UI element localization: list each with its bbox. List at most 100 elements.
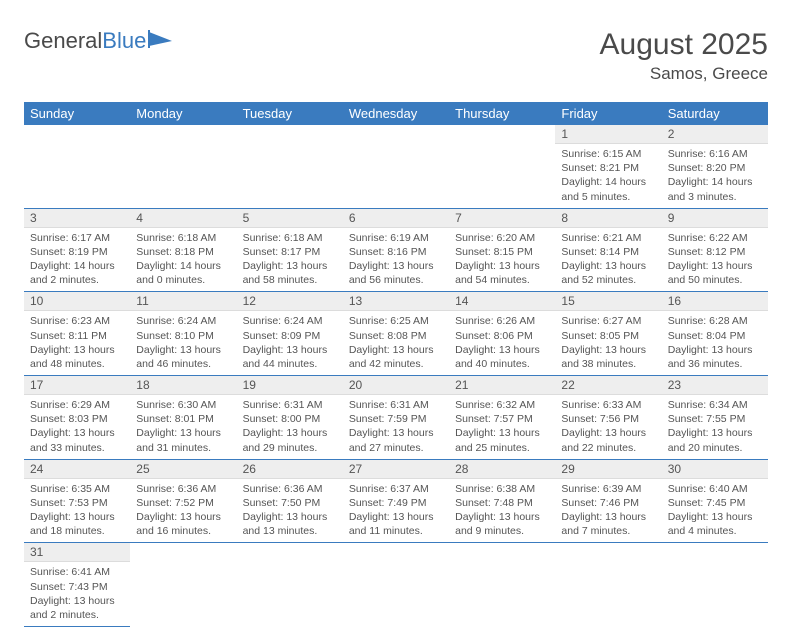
day-cell: 3Sunrise: 6:17 AMSunset: 8:19 PMDaylight… <box>24 209 130 293</box>
day-cell: 17Sunrise: 6:29 AMSunset: 8:03 PMDayligh… <box>24 376 130 460</box>
day-cell: 29Sunrise: 6:39 AMSunset: 7:46 PMDayligh… <box>555 460 661 544</box>
day-cell: 27Sunrise: 6:37 AMSunset: 7:49 PMDayligh… <box>343 460 449 544</box>
day-details: Sunrise: 6:19 AMSunset: 8:16 PMDaylight:… <box>343 228 449 292</box>
calendar-row: 24Sunrise: 6:35 AMSunset: 7:53 PMDayligh… <box>24 460 768 544</box>
day-number: 12 <box>237 292 343 311</box>
empty-day <box>343 125 449 209</box>
day-cell: 1Sunrise: 6:15 AMSunset: 8:21 PMDaylight… <box>555 125 661 209</box>
empty-day <box>449 125 555 209</box>
calendar-cell: 29Sunrise: 6:39 AMSunset: 7:46 PMDayligh… <box>555 460 661 544</box>
calendar-cell <box>237 543 343 627</box>
location: Samos, Greece <box>600 64 768 84</box>
day-details: Sunrise: 6:35 AMSunset: 7:53 PMDaylight:… <box>24 479 130 543</box>
day-cell: 4Sunrise: 6:18 AMSunset: 8:18 PMDaylight… <box>130 209 236 293</box>
day-number: 20 <box>343 376 449 395</box>
day-cell: 15Sunrise: 6:27 AMSunset: 8:05 PMDayligh… <box>555 292 661 376</box>
day-number: 24 <box>24 460 130 479</box>
day-number: 23 <box>662 376 768 395</box>
empty-day <box>130 543 236 627</box>
day-number: 28 <box>449 460 555 479</box>
day-details: Sunrise: 6:24 AMSunset: 8:10 PMDaylight:… <box>130 311 236 375</box>
empty-day <box>662 543 768 627</box>
day-cell: 16Sunrise: 6:28 AMSunset: 8:04 PMDayligh… <box>662 292 768 376</box>
calendar-cell: 22Sunrise: 6:33 AMSunset: 7:56 PMDayligh… <box>555 376 661 460</box>
calendar-cell: 25Sunrise: 6:36 AMSunset: 7:52 PMDayligh… <box>130 460 236 544</box>
day-cell: 19Sunrise: 6:31 AMSunset: 8:00 PMDayligh… <box>237 376 343 460</box>
day-details: Sunrise: 6:37 AMSunset: 7:49 PMDaylight:… <box>343 479 449 543</box>
day-details: Sunrise: 6:36 AMSunset: 7:52 PMDaylight:… <box>130 479 236 543</box>
empty-day <box>449 543 555 627</box>
calendar-cell <box>449 125 555 209</box>
weekday-header: Friday <box>555 102 661 125</box>
day-cell: 2Sunrise: 6:16 AMSunset: 8:20 PMDaylight… <box>662 125 768 209</box>
day-number: 9 <box>662 209 768 228</box>
day-number: 26 <box>237 460 343 479</box>
day-details: Sunrise: 6:18 AMSunset: 8:17 PMDaylight:… <box>237 228 343 292</box>
logo: GeneralBlue <box>24 28 174 54</box>
empty-day <box>343 543 449 627</box>
day-details: Sunrise: 6:22 AMSunset: 8:12 PMDaylight:… <box>662 228 768 292</box>
calendar-cell: 11Sunrise: 6:24 AMSunset: 8:10 PMDayligh… <box>130 292 236 376</box>
day-cell: 22Sunrise: 6:33 AMSunset: 7:56 PMDayligh… <box>555 376 661 460</box>
day-details: Sunrise: 6:15 AMSunset: 8:21 PMDaylight:… <box>555 144 661 208</box>
day-cell: 23Sunrise: 6:34 AMSunset: 7:55 PMDayligh… <box>662 376 768 460</box>
calendar-cell: 31Sunrise: 6:41 AMSunset: 7:43 PMDayligh… <box>24 543 130 627</box>
day-number: 8 <box>555 209 661 228</box>
calendar-cell: 14Sunrise: 6:26 AMSunset: 8:06 PMDayligh… <box>449 292 555 376</box>
calendar-cell <box>343 543 449 627</box>
day-cell: 14Sunrise: 6:26 AMSunset: 8:06 PMDayligh… <box>449 292 555 376</box>
calendar-cell: 1Sunrise: 6:15 AMSunset: 8:21 PMDaylight… <box>555 125 661 209</box>
day-number: 6 <box>343 209 449 228</box>
empty-day <box>237 125 343 209</box>
day-number: 3 <box>24 209 130 228</box>
calendar-cell: 9Sunrise: 6:22 AMSunset: 8:12 PMDaylight… <box>662 209 768 293</box>
day-cell: 13Sunrise: 6:25 AMSunset: 8:08 PMDayligh… <box>343 292 449 376</box>
day-details: Sunrise: 6:40 AMSunset: 7:45 PMDaylight:… <box>662 479 768 543</box>
empty-day <box>130 125 236 209</box>
calendar-cell <box>24 125 130 209</box>
day-details: Sunrise: 6:31 AMSunset: 7:59 PMDaylight:… <box>343 395 449 459</box>
day-details: Sunrise: 6:30 AMSunset: 8:01 PMDaylight:… <box>130 395 236 459</box>
calendar-cell <box>343 125 449 209</box>
calendar-cell <box>662 543 768 627</box>
calendar-cell: 8Sunrise: 6:21 AMSunset: 8:14 PMDaylight… <box>555 209 661 293</box>
day-details: Sunrise: 6:39 AMSunset: 7:46 PMDaylight:… <box>555 479 661 543</box>
logo-text-2: Blue <box>102 28 146 54</box>
day-details: Sunrise: 6:18 AMSunset: 8:18 PMDaylight:… <box>130 228 236 292</box>
day-details: Sunrise: 6:33 AMSunset: 7:56 PMDaylight:… <box>555 395 661 459</box>
weekday-header: Monday <box>130 102 236 125</box>
empty-day <box>24 125 130 209</box>
day-number: 10 <box>24 292 130 311</box>
calendar-cell: 15Sunrise: 6:27 AMSunset: 8:05 PMDayligh… <box>555 292 661 376</box>
day-details: Sunrise: 6:24 AMSunset: 8:09 PMDaylight:… <box>237 311 343 375</box>
day-number: 5 <box>237 209 343 228</box>
weekday-header: Tuesday <box>237 102 343 125</box>
day-cell: 18Sunrise: 6:30 AMSunset: 8:01 PMDayligh… <box>130 376 236 460</box>
calendar-cell: 6Sunrise: 6:19 AMSunset: 8:16 PMDaylight… <box>343 209 449 293</box>
weekday-header: Thursday <box>449 102 555 125</box>
calendar-cell: 12Sunrise: 6:24 AMSunset: 8:09 PMDayligh… <box>237 292 343 376</box>
day-number: 7 <box>449 209 555 228</box>
day-details: Sunrise: 6:21 AMSunset: 8:14 PMDaylight:… <box>555 228 661 292</box>
day-details: Sunrise: 6:28 AMSunset: 8:04 PMDaylight:… <box>662 311 768 375</box>
day-number: 15 <box>555 292 661 311</box>
calendar-cell <box>237 125 343 209</box>
calendar-cell <box>130 543 236 627</box>
day-number: 11 <box>130 292 236 311</box>
calendar-row: 10Sunrise: 6:23 AMSunset: 8:11 PMDayligh… <box>24 292 768 376</box>
calendar-cell: 18Sunrise: 6:30 AMSunset: 8:01 PMDayligh… <box>130 376 236 460</box>
calendar-cell: 5Sunrise: 6:18 AMSunset: 8:17 PMDaylight… <box>237 209 343 293</box>
day-details: Sunrise: 6:31 AMSunset: 8:00 PMDaylight:… <box>237 395 343 459</box>
calendar-cell: 26Sunrise: 6:36 AMSunset: 7:50 PMDayligh… <box>237 460 343 544</box>
weekday-header: Saturday <box>662 102 768 125</box>
calendar-cell: 17Sunrise: 6:29 AMSunset: 8:03 PMDayligh… <box>24 376 130 460</box>
day-details: Sunrise: 6:17 AMSunset: 8:19 PMDaylight:… <box>24 228 130 292</box>
day-cell: 12Sunrise: 6:24 AMSunset: 8:09 PMDayligh… <box>237 292 343 376</box>
day-cell: 10Sunrise: 6:23 AMSunset: 8:11 PMDayligh… <box>24 292 130 376</box>
calendar-body: 1Sunrise: 6:15 AMSunset: 8:21 PMDaylight… <box>24 125 768 627</box>
calendar-cell: 27Sunrise: 6:37 AMSunset: 7:49 PMDayligh… <box>343 460 449 544</box>
logo-flag-icon <box>148 30 174 48</box>
day-number: 14 <box>449 292 555 311</box>
day-number: 2 <box>662 125 768 144</box>
day-number: 4 <box>130 209 236 228</box>
